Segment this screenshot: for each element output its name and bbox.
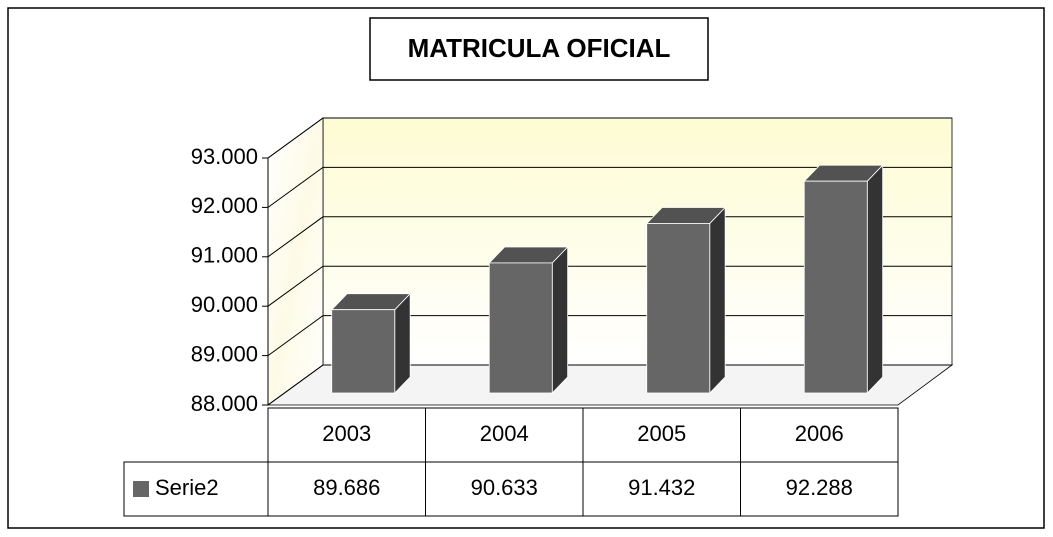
grid-line — [267, 166, 952, 208]
y-tick-label: 90.000 — [191, 292, 258, 317]
x-tick-label: 2004 — [480, 421, 529, 446]
bar-side — [866, 164, 884, 394]
title-box — [369, 17, 709, 81]
data-label: 89.686 — [313, 475, 380, 500]
x-tick-label: 2003 — [322, 421, 371, 446]
bar — [646, 223, 711, 394]
grid-line — [267, 265, 952, 307]
grid-line — [267, 364, 952, 406]
y-tick-label: 89.000 — [191, 341, 258, 366]
chart-title: MATRICULA OFICIAL — [408, 33, 671, 63]
x-tick-label: 2005 — [637, 421, 686, 446]
legend-label: Serie2 — [155, 475, 219, 500]
y-tick-label: 91.000 — [191, 243, 258, 268]
data-label: 92.288 — [786, 475, 853, 500]
x-tick-label: 2006 — [795, 421, 844, 446]
bar — [803, 180, 868, 394]
grid-line — [267, 216, 952, 258]
table-cell — [740, 461, 899, 517]
grid-line — [267, 117, 952, 159]
bar-side — [394, 292, 411, 394]
grid-line — [267, 315, 952, 357]
y-tick-label: 93.000 — [191, 144, 258, 169]
bar — [331, 309, 396, 394]
data-label: 91.432 — [628, 475, 695, 500]
bar — [488, 262, 553, 394]
bar-side — [709, 206, 726, 394]
y-tick-label: 92.000 — [191, 193, 258, 218]
legend-swatch — [133, 481, 149, 497]
side-wall — [267, 117, 324, 406]
y-tick-label: 88.000 — [191, 391, 258, 416]
table-cell — [123, 461, 269, 517]
bar-side — [551, 245, 569, 394]
data-label: 90.633 — [471, 475, 538, 500]
